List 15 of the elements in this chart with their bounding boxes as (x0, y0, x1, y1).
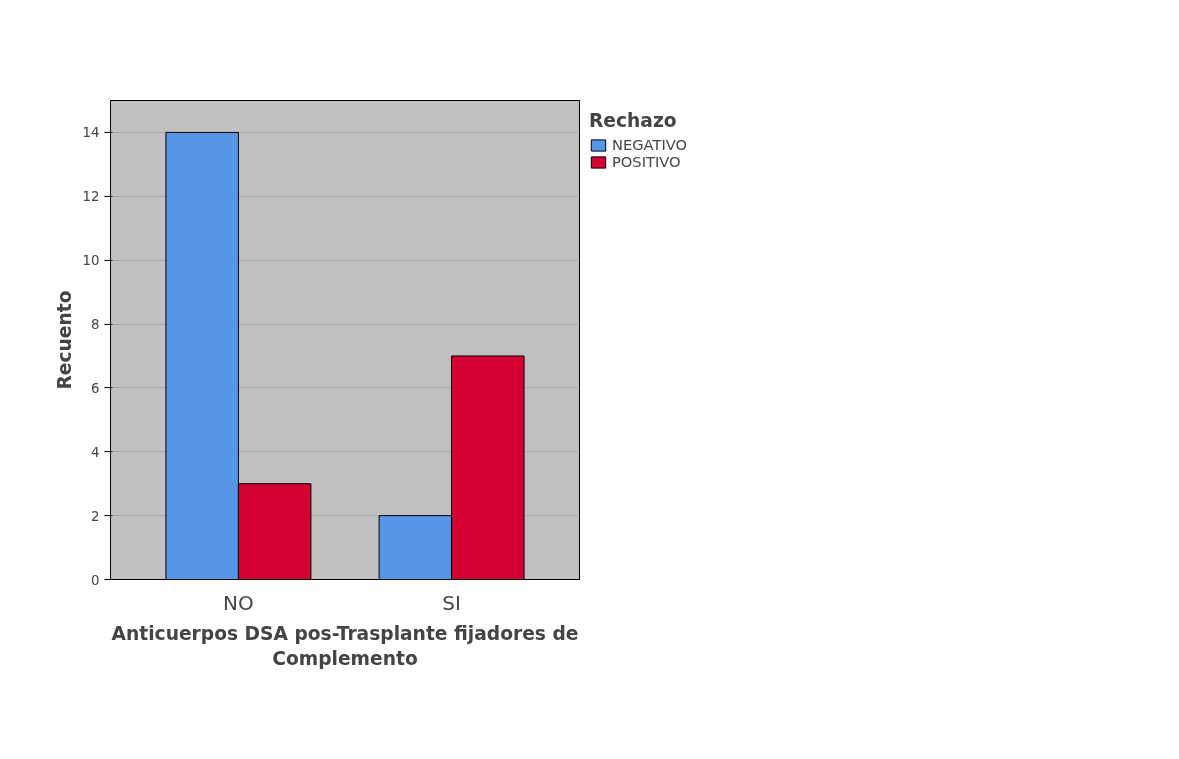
legend-title: Rechazo (589, 110, 678, 131)
y-tick-label: 10 (82, 253, 100, 269)
y-axis-title: Recuento (53, 290, 75, 390)
y-tick-label: 12 (82, 189, 100, 205)
y-tick-label: 0 (91, 572, 100, 588)
x-tick-label: NO (223, 590, 254, 615)
y-tick-label: 2 (91, 508, 100, 524)
y-tick-label: 8 (91, 317, 100, 333)
legend-label: POSITIVO (612, 153, 681, 170)
y-tick-label: 6 (91, 380, 100, 396)
legend-label: NEGATIVO (612, 136, 688, 153)
x-axis-title: Anticuerpos DSA pos-Trasplante fijadores de Complemento (111, 622, 579, 669)
y-tick-label: 14 (82, 125, 100, 141)
x-tick-label: SI (442, 590, 461, 615)
y-tick-label: 4 (91, 444, 100, 460)
